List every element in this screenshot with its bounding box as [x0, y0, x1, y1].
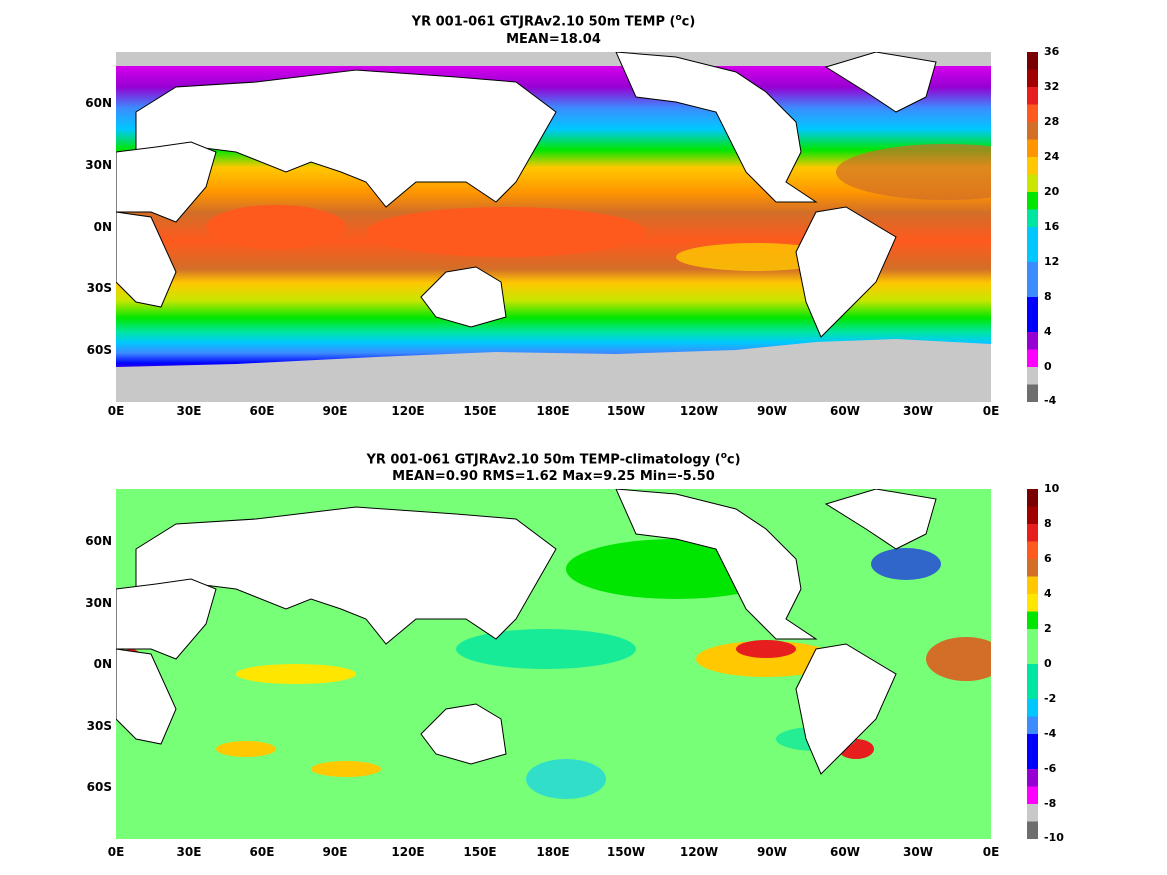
cb2-label: 6 [1044, 552, 1052, 565]
land-masses [116, 52, 937, 338]
panel2-lon-120e: 120E [391, 845, 425, 859]
cb2-label: 4 [1044, 587, 1052, 600]
panel2-lon-60e: 60E [249, 845, 275, 859]
panel1-lat-60n: 60N [85, 96, 112, 110]
panel1-lon-60w: 60W [830, 404, 860, 418]
cb2-label: -6 [1044, 762, 1057, 775]
panel2-map [116, 489, 991, 839]
cb1-label: 32 [1044, 80, 1060, 93]
panel1-lat-0n: 0N [93, 220, 112, 234]
cb2-label: 10 [1044, 482, 1060, 495]
panel1-lat-30n: 30N [85, 158, 112, 172]
cb1-label: 0 [1044, 360, 1052, 373]
arctic-ice [116, 52, 991, 66]
warm-pool [206, 144, 991, 271]
panel1-lon-90e: 90E [322, 404, 348, 418]
panel2-lon-120w: 120W [679, 845, 719, 859]
panel2-title-line1: YR 001-061 GTJRAv2.10 50m TEMP-climatolo… [366, 451, 741, 468]
panel1-map [116, 52, 991, 402]
panel2-lon-90e: 90E [322, 845, 348, 859]
panel1-lon-30w: 30W [903, 404, 933, 418]
cb2-label: -10 [1044, 831, 1064, 844]
panel1-colorbar [1027, 52, 1038, 402]
panel2-lon-180e: 180E [536, 845, 570, 859]
panel2-lat-30n: 30N [85, 596, 112, 610]
panel1-lon-60e: 60E [249, 404, 275, 418]
cb2-label: 2 [1044, 622, 1052, 635]
panel1-lat-30s: 30S [86, 281, 112, 295]
cb1-label: 24 [1044, 150, 1060, 163]
cb1-label: 8 [1044, 290, 1052, 303]
cb1-label: 36 [1044, 45, 1060, 58]
panel1-lon-0e-end: 0E [982, 404, 1000, 418]
panel2-lon-150w: 150W [606, 845, 646, 859]
panel2-title-line2: MEAN=0.90 RMS=1.62 Max=9.25 Min=-5.50 [392, 469, 715, 484]
cb2-label: -4 [1044, 727, 1057, 740]
panel1-lat-60s: 60S [86, 343, 112, 357]
cb2-label: -8 [1044, 797, 1057, 810]
land-masses [116, 489, 937, 775]
antarctica [116, 339, 991, 402]
panel1-lon-180e: 180E [536, 404, 570, 418]
cb1-label: 20 [1044, 185, 1060, 198]
panel1-lon-150w: 150W [606, 404, 646, 418]
panel2-lon-30w: 30W [903, 845, 933, 859]
cb1-label: -4 [1044, 394, 1057, 407]
cb1-label: 12 [1044, 255, 1060, 268]
panel2-lon-150e: 150E [463, 845, 497, 859]
panel2-colorbar [1027, 489, 1038, 839]
panel2-lat-60s: 60S [86, 780, 112, 794]
panel2-lon-0e-end: 0E [982, 845, 1000, 859]
cb2-label: -2 [1044, 692, 1057, 705]
panel1-lon-30e: 30E [176, 404, 202, 418]
cb2-label: 0 [1044, 657, 1052, 670]
panel1-title-line1: YR 001-061 GTJRAv2.10 50m TEMP (oc) [411, 13, 696, 30]
panel2-lat-0n: 0N [93, 657, 112, 671]
cb1-label: 4 [1044, 325, 1052, 338]
cb1-label: 16 [1044, 220, 1060, 233]
panel2-lat-60n: 60N [85, 534, 112, 548]
panel2-lon-0e: 0E [107, 845, 125, 859]
cb1-label: 28 [1044, 115, 1060, 128]
cb2-label: 8 [1044, 517, 1052, 530]
panel1-lon-0e: 0E [107, 404, 125, 418]
panel2-lon-30e: 30E [176, 845, 202, 859]
panel2-lat-30s: 30S [86, 719, 112, 733]
panel2-lon-60w: 60W [830, 845, 860, 859]
panel1-lon-120e: 120E [391, 404, 425, 418]
panel1-lon-120w: 120W [679, 404, 719, 418]
panel1-lon-90w: 90W [757, 404, 787, 418]
panel2-lon-90w: 90W [757, 845, 787, 859]
panel1-lon-150e: 150E [463, 404, 497, 418]
panel1-title-line2: MEAN=18.04 [506, 32, 601, 47]
